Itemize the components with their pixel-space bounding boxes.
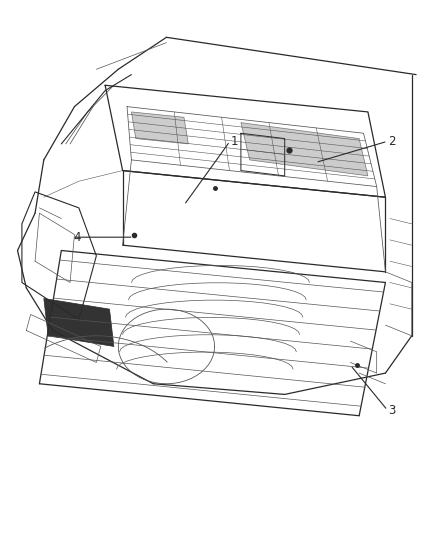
Text: 2: 2 (388, 135, 396, 148)
Text: 3: 3 (389, 404, 396, 417)
Text: 4: 4 (73, 231, 81, 244)
Text: 1: 1 (230, 135, 238, 148)
Polygon shape (44, 298, 114, 346)
Polygon shape (131, 112, 188, 144)
Polygon shape (241, 123, 368, 176)
